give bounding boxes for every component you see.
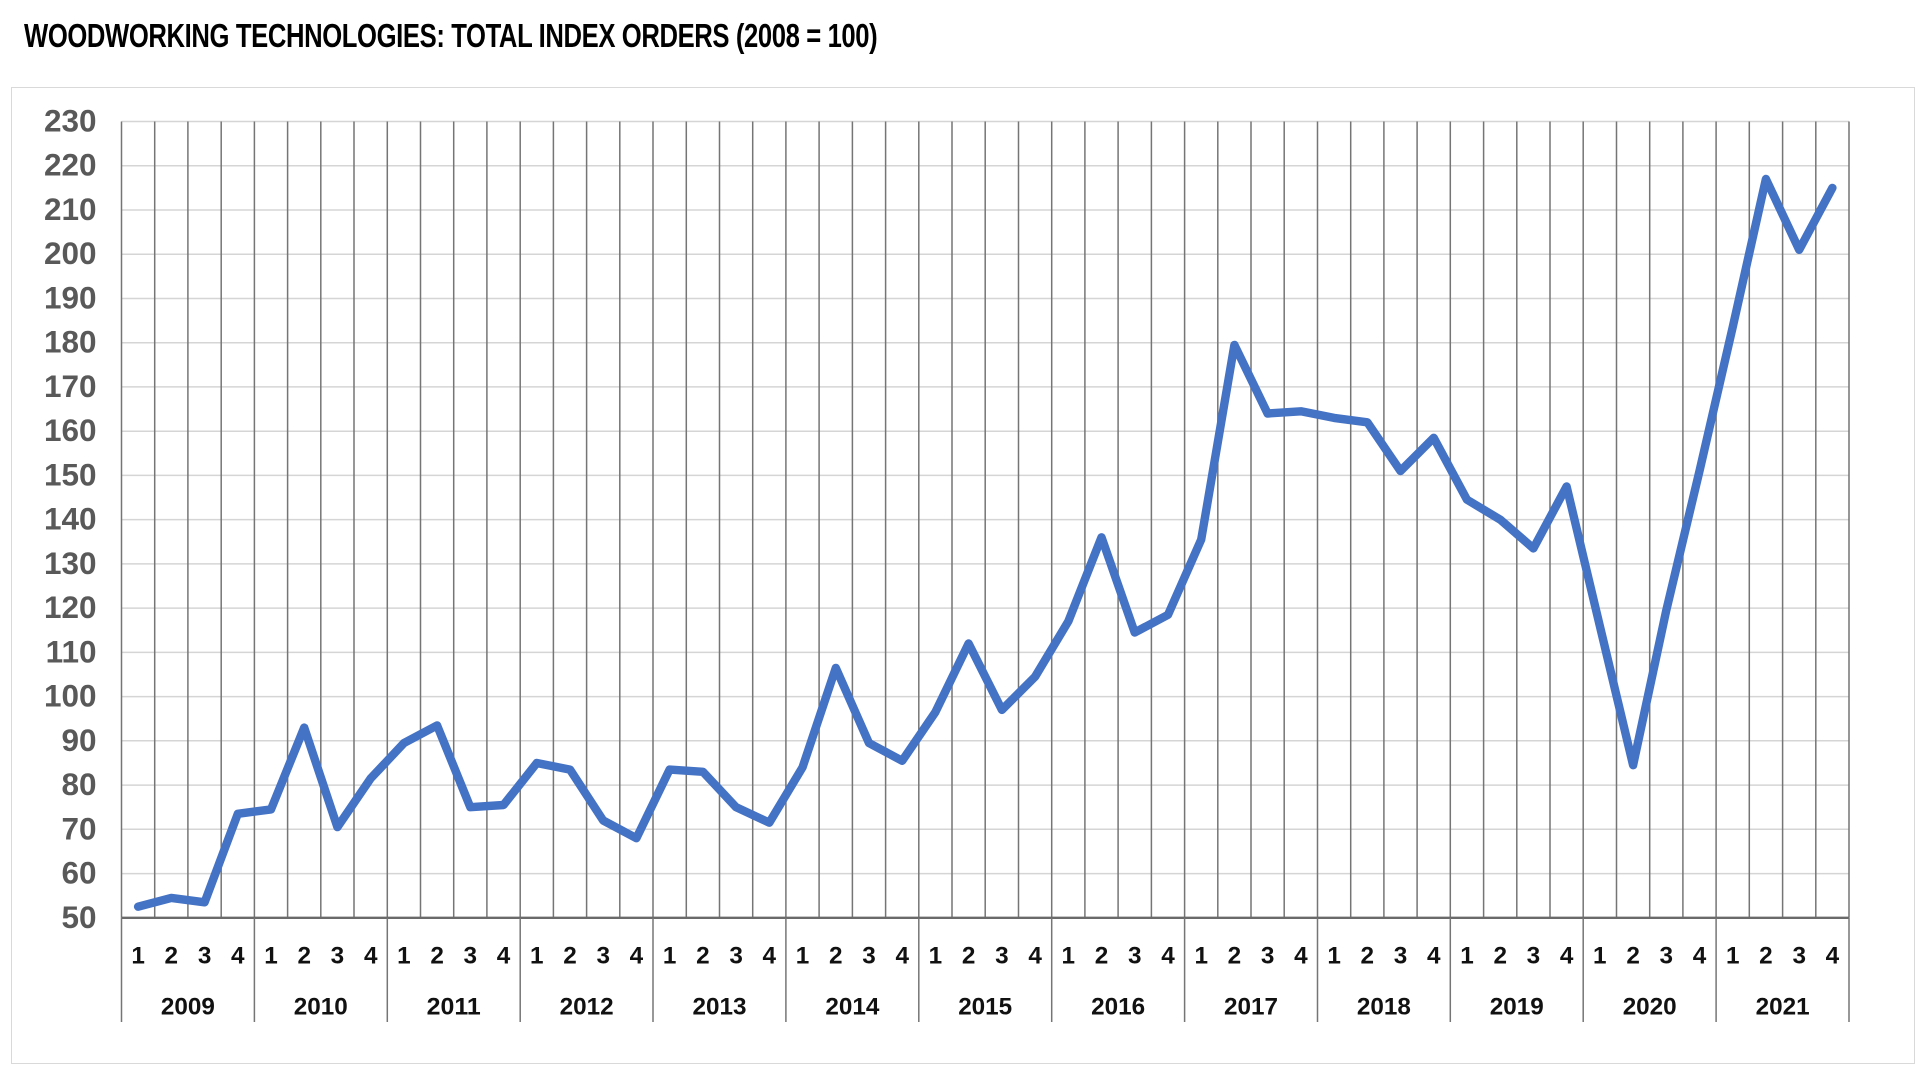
svg-text:4: 4 — [1560, 943, 1574, 970]
svg-text:60: 60 — [61, 855, 96, 891]
svg-text:2018: 2018 — [1357, 994, 1411, 1021]
svg-text:3: 3 — [862, 943, 876, 970]
svg-text:3: 3 — [1660, 943, 1674, 970]
svg-text:220: 220 — [44, 147, 97, 183]
svg-text:4: 4 — [895, 943, 909, 970]
svg-text:2015: 2015 — [958, 994, 1012, 1021]
svg-text:150: 150 — [44, 456, 97, 492]
svg-text:1: 1 — [1460, 943, 1474, 970]
svg-text:2: 2 — [430, 943, 444, 970]
svg-text:2019: 2019 — [1490, 994, 1544, 1021]
svg-text:2: 2 — [962, 943, 976, 970]
svg-text:1: 1 — [1726, 943, 1740, 970]
svg-text:50: 50 — [61, 899, 96, 935]
svg-text:4: 4 — [1294, 943, 1308, 970]
svg-text:2: 2 — [297, 943, 311, 970]
svg-text:3: 3 — [1394, 943, 1408, 970]
svg-text:2: 2 — [829, 943, 843, 970]
svg-text:2009: 2009 — [161, 994, 215, 1021]
svg-text:180: 180 — [44, 324, 97, 360]
svg-text:2014: 2014 — [825, 994, 879, 1021]
svg-text:3: 3 — [1792, 943, 1806, 970]
svg-text:2020: 2020 — [1623, 994, 1677, 1021]
svg-text:2: 2 — [1228, 943, 1242, 970]
svg-text:2017: 2017 — [1224, 994, 1278, 1021]
svg-text:1: 1 — [1327, 943, 1341, 970]
svg-text:170: 170 — [44, 368, 97, 404]
svg-text:4: 4 — [763, 943, 777, 970]
svg-text:2013: 2013 — [693, 994, 747, 1021]
svg-text:230: 230 — [44, 103, 97, 139]
svg-text:160: 160 — [44, 412, 97, 448]
svg-text:2: 2 — [165, 943, 179, 970]
svg-text:1: 1 — [1062, 943, 1076, 970]
svg-text:3: 3 — [1128, 943, 1142, 970]
svg-text:110: 110 — [46, 633, 97, 669]
svg-text:3: 3 — [464, 943, 478, 970]
svg-text:2: 2 — [696, 943, 710, 970]
svg-text:120: 120 — [44, 589, 97, 625]
svg-text:3: 3 — [1527, 943, 1541, 970]
svg-text:1: 1 — [1194, 943, 1208, 970]
svg-text:190: 190 — [44, 280, 97, 316]
svg-text:2: 2 — [1759, 943, 1773, 970]
svg-text:210: 210 — [44, 191, 97, 227]
svg-text:2010: 2010 — [294, 994, 348, 1021]
svg-text:3: 3 — [596, 943, 610, 970]
svg-text:1: 1 — [663, 943, 677, 970]
svg-text:4: 4 — [364, 943, 378, 970]
svg-text:3: 3 — [1261, 943, 1275, 970]
svg-text:4: 4 — [1161, 943, 1175, 970]
svg-text:2021: 2021 — [1756, 994, 1810, 1021]
svg-text:140: 140 — [44, 501, 97, 537]
svg-text:1: 1 — [131, 943, 145, 970]
svg-text:2: 2 — [1095, 943, 1109, 970]
svg-text:2016: 2016 — [1091, 994, 1145, 1021]
svg-text:4: 4 — [231, 943, 245, 970]
svg-text:3: 3 — [198, 943, 212, 970]
svg-text:1: 1 — [1593, 943, 1607, 970]
svg-text:3: 3 — [331, 943, 345, 970]
svg-text:1: 1 — [929, 943, 943, 970]
svg-text:200: 200 — [44, 235, 97, 271]
svg-text:2: 2 — [563, 943, 577, 970]
svg-text:1: 1 — [397, 943, 411, 970]
svg-text:2011: 2011 — [427, 994, 481, 1021]
svg-text:130: 130 — [44, 545, 97, 581]
svg-text:4: 4 — [497, 943, 511, 970]
svg-text:4: 4 — [1826, 943, 1840, 970]
svg-text:2: 2 — [1626, 943, 1640, 970]
svg-text:70: 70 — [61, 810, 96, 846]
svg-text:2: 2 — [1493, 943, 1507, 970]
svg-text:4: 4 — [630, 943, 644, 970]
svg-text:3: 3 — [729, 943, 743, 970]
svg-text:2: 2 — [1361, 943, 1375, 970]
svg-text:4: 4 — [1028, 943, 1042, 970]
svg-text:90: 90 — [61, 722, 96, 758]
svg-text:3: 3 — [995, 943, 1009, 970]
svg-text:1: 1 — [796, 943, 810, 970]
svg-text:4: 4 — [1693, 943, 1707, 970]
svg-text:80: 80 — [61, 766, 96, 802]
svg-text:100: 100 — [44, 678, 97, 714]
svg-text:2012: 2012 — [560, 994, 614, 1021]
svg-text:1: 1 — [264, 943, 278, 970]
svg-text:1: 1 — [530, 943, 544, 970]
svg-text:4: 4 — [1427, 943, 1441, 970]
